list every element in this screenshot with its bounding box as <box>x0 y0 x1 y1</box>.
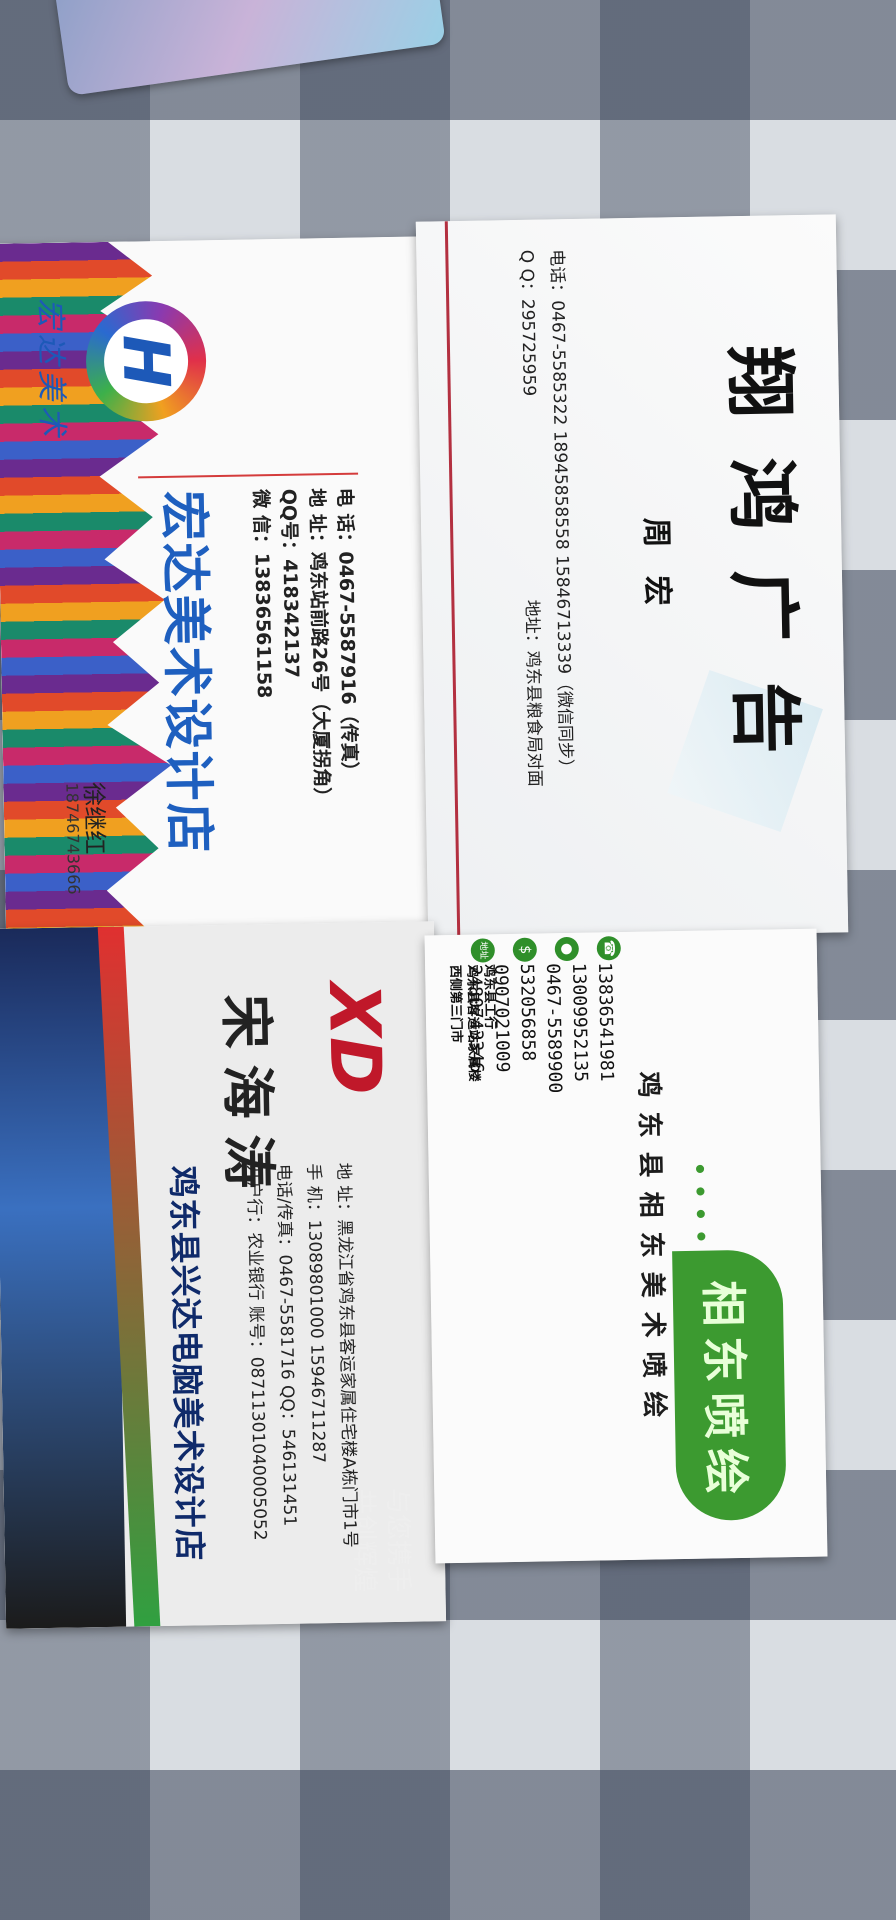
business-card-xingda: 与您携手 共创辉煌 XD 宋海涛 鸡东县兴达电脑美术设计店 地 址：黑龙江省鸡东… <box>0 921 447 1629</box>
contact-info: 地 址：黑龙江省鸡东县客运家属住宅楼A栋门市1号 手 机：13089801000… <box>238 1163 365 1550</box>
xd-logo: XD <box>312 981 397 1096</box>
business-card-xiangdong: 相东喷绘 ••••• 鸡东县相东美术喷绘 ☎ ● $ 地址 1383654198… <box>424 928 828 1564</box>
person-name: 周宏 <box>637 517 675 634</box>
bank-name: 鸡东县工行 <box>481 964 498 1030</box>
address-line: 地址：鸡东县粮食局对面 <box>521 599 545 787</box>
business-card-hongda: H 宏达美术 宏达美术设计店 电 话：0467-5587916（传真） 地 址：… <box>0 236 446 934</box>
phone-icon: ☎ <box>596 936 622 961</box>
partial-card-top <box>54 0 446 96</box>
company-title: 宏达美术设计店 <box>154 490 219 856</box>
contact-info: 电 话：0467-5587916（传真） 地 址：鸡东站前路26号（大厦拐角） … <box>246 488 365 920</box>
address-icon: 地址 <box>470 938 496 963</box>
divider <box>138 472 359 479</box>
dots-decoration: ••••• <box>682 1160 718 1274</box>
contact-name: 徐继红 <box>79 781 109 855</box>
address-line-2: 西侧第三门市 <box>447 964 464 1044</box>
business-card-xianghong: 翔鸿广告 周宏 电话：0467-5585322 18945858558 1584… <box>415 214 849 940</box>
blue-band-graphic <box>0 926 127 1629</box>
bank-icon: $ <box>512 937 538 962</box>
hongda-logo: H <box>85 300 208 423</box>
address-line: 地 址：黑龙江省鸡东县客运家属住宅楼A栋门市1号 <box>333 1162 360 1548</box>
phone-3: 0467-5589900 <box>542 963 566 1094</box>
qq-icon: ● <box>554 936 580 962</box>
company-title: 鸡东县兴达电脑美术设计店 <box>164 1165 209 1562</box>
tag-text: 相东喷绘 <box>695 1279 754 1505</box>
qq-number: 532056858 <box>516 963 539 1062</box>
red-rule <box>444 221 461 940</box>
phone-2: 13009952135 <box>568 962 592 1083</box>
company-title: 鸡东县相东美术喷绘 <box>632 1071 670 1432</box>
company-title: 翔鸿广告 <box>716 345 809 795</box>
icon-column: ☎ ● $ 地址 <box>470 936 622 963</box>
address-block: 鸡东县工行 鸡东县客运站家属楼 西侧第三门市 <box>446 964 499 1082</box>
address-line-1: 鸡东县客运站家属楼 <box>464 964 482 1082</box>
brand-text: 宏达美术 <box>31 297 70 443</box>
phone-1: 13836541981 <box>594 962 618 1082</box>
contact-mobile: 18746743666 <box>62 782 84 895</box>
